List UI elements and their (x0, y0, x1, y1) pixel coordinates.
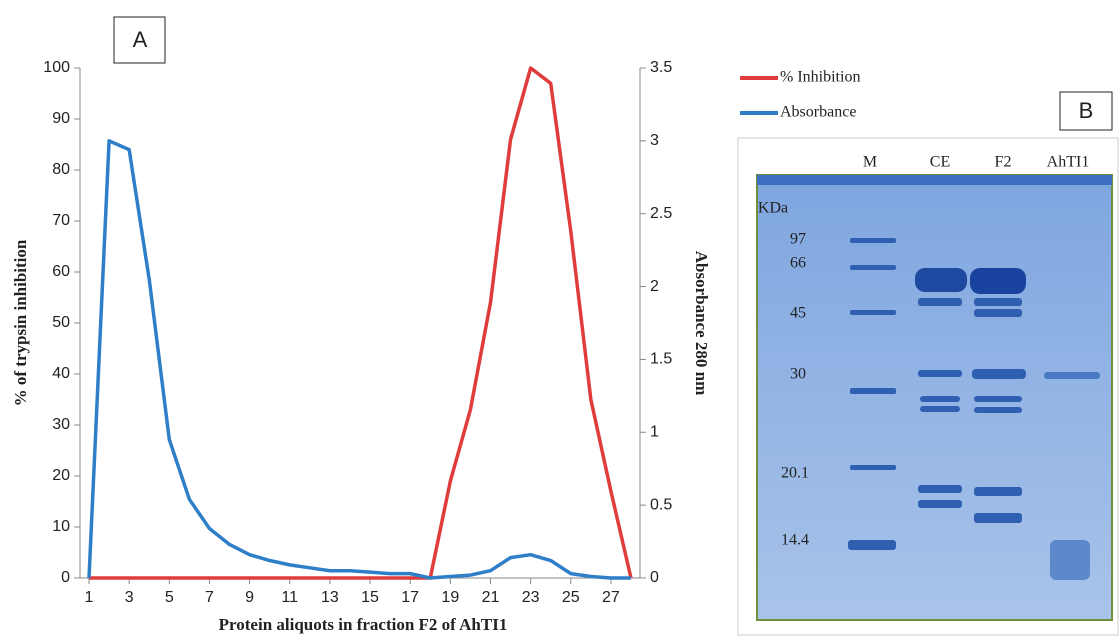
panel-label-box (113, 16, 166, 64)
marker-label: 97 (790, 231, 806, 248)
y-axis-title: % of trypsin inhibition (11, 239, 30, 406)
x-tick-label: 11 (281, 589, 298, 606)
panel-label: B (1079, 98, 1094, 123)
y-tick-label: 70 (52, 212, 70, 229)
legend-label: Absorbance (780, 104, 856, 121)
marker-label: 14.4 (781, 532, 809, 549)
y-tick-label: 100 (43, 59, 70, 76)
bands (848, 238, 1100, 580)
y-tick-label: 90 (52, 110, 70, 127)
x-tick-label: 9 (245, 589, 254, 606)
y-tick-label: 20 (52, 467, 70, 484)
x-tick-label: 13 (321, 589, 339, 606)
marker-label: 20.1 (781, 465, 809, 482)
x-tick-label: 21 (482, 589, 500, 606)
y-tick-label: 40 (52, 365, 70, 382)
x-tick-label: 25 (562, 589, 580, 606)
y-tick-label: 60 (52, 263, 70, 280)
y-tick-label: 0 (61, 569, 70, 586)
y2-tick-label: 0.5 (650, 496, 672, 513)
lane-label: AhTI1 (1047, 154, 1090, 171)
y2-tick-label: 2.5 (650, 205, 672, 222)
y2-tick-label: 1.5 (650, 351, 672, 368)
lane-label: CE (930, 154, 950, 171)
x-tick-label: 17 (401, 589, 419, 606)
y-tick-label: 50 (52, 314, 70, 331)
y-tick-label: 30 (52, 416, 70, 433)
y2-tick-label: 2 (650, 278, 659, 295)
x-tick-label: 27 (602, 589, 620, 606)
gel-image: M CE F2 AhTI1 KDa 97 66 45 30 20.1 14.4 (737, 137, 1119, 636)
panel-label-box (1059, 91, 1113, 131)
y2-tick-label: 1 (650, 424, 659, 441)
y2-tick-label: 3.5 (650, 59, 672, 76)
data-line (87, 139, 631, 580)
data-line (89, 66, 633, 580)
x-tick-label: 19 (441, 589, 459, 606)
marker-label: 45 (790, 305, 806, 322)
gel-well (757, 175, 1112, 185)
lane-label: F2 (995, 154, 1012, 171)
marker-label: 30 (790, 366, 806, 383)
marker-label: 66 (790, 255, 806, 272)
x-tick-label: 7 (205, 589, 214, 606)
y-tick-label: 10 (52, 518, 70, 535)
y-tick-label: 80 (52, 161, 70, 178)
y2-tick-label: 3 (650, 132, 659, 149)
y2-axis-title: Absorbance 280 nm (692, 251, 711, 396)
legend: % Inhibition Absorbance (740, 69, 860, 121)
x-tick-label: 5 (165, 589, 174, 606)
legend-label: % Inhibition (780, 69, 860, 86)
x-tick-label: 23 (522, 589, 540, 606)
y2-tick-label: 0 (650, 569, 659, 586)
gel-unit: KDa (758, 200, 788, 217)
lane-label: M (863, 154, 877, 171)
x-axis-title: Protein aliquots in fraction F2 of AhTI1 (219, 615, 508, 634)
panel-label: A (133, 27, 148, 52)
x-tick-label: 3 (125, 589, 134, 606)
x-tick-label: 1 (85, 589, 94, 606)
x-tick-label: 15 (361, 589, 379, 606)
